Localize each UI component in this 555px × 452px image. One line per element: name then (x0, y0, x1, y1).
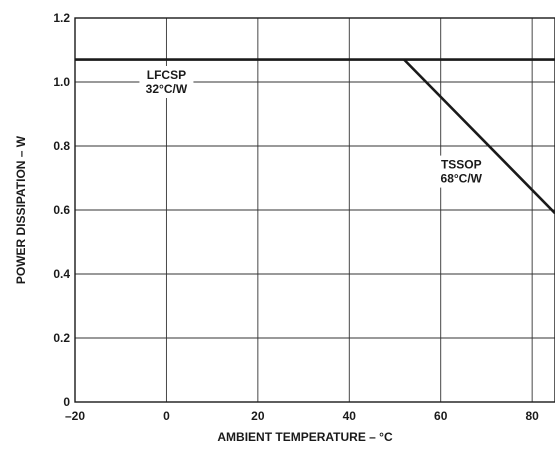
annotation-background (434, 155, 489, 188)
x-tick-label: 60 (434, 409, 448, 423)
y-tick-label: 0.2 (53, 331, 70, 345)
x-tick-label: 40 (343, 409, 357, 423)
annotation-background (139, 66, 194, 98)
annotation-label: LFCSP (147, 68, 186, 82)
annotation-label: 68°C/W (441, 172, 483, 186)
x-tick-label: 20 (251, 409, 265, 423)
y-tick-label: 0.8 (53, 139, 70, 153)
y-axis-title: POWER DISSIPATION – W (14, 135, 28, 284)
annotation-label: TSSOP (441, 158, 482, 172)
y-tick-label: 1.0 (53, 75, 70, 89)
x-tick-label: 80 (525, 409, 539, 423)
y-tick-label: 0.4 (53, 267, 70, 281)
x-axis-title: AMBIENT TEMPERATURE – °C (217, 430, 393, 444)
y-tick-label: 1.2 (53, 11, 70, 25)
x-tick-label: –20 (65, 409, 85, 423)
series-line-1 (403, 58, 555, 215)
series-layer (75, 58, 555, 215)
plot-frame (74, 17, 555, 403)
x-tick-label: 0 (163, 409, 170, 423)
y-tick-label: 0.6 (53, 203, 70, 217)
annotation-label: 32°C/W (146, 82, 188, 96)
y-tick-label: 0 (63, 395, 70, 409)
